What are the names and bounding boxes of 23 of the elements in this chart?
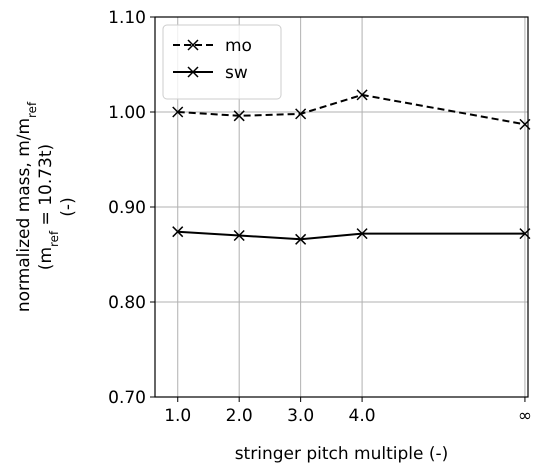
point (519, 118, 531, 130)
x-tick-label: 4.0 (348, 406, 376, 426)
point (233, 230, 245, 242)
point (172, 226, 184, 238)
point (519, 228, 531, 240)
y-tick-label: 1.00 (108, 102, 146, 123)
x-tick-label: ∞ (518, 406, 532, 426)
point (172, 106, 184, 118)
y-tick-label: 0.70 (108, 388, 146, 408)
x-tick-label: 2.0 (226, 406, 253, 426)
point (233, 110, 245, 122)
point (294, 108, 306, 120)
point (356, 228, 368, 240)
y-tick-label: 0.80 (108, 292, 146, 313)
legend-label: sw (225, 62, 248, 83)
legend-label: mo (225, 36, 252, 56)
point (294, 234, 306, 246)
x-tick-label: 1.0 (164, 406, 192, 426)
x-axis-title: stringer pitch multiple (-) (234, 444, 448, 464)
y-tick-label: 1.10 (108, 8, 146, 28)
point (356, 89, 368, 101)
y-tick-label: 0.90 (108, 198, 146, 218)
x-tick-label: 3.0 (287, 406, 314, 426)
